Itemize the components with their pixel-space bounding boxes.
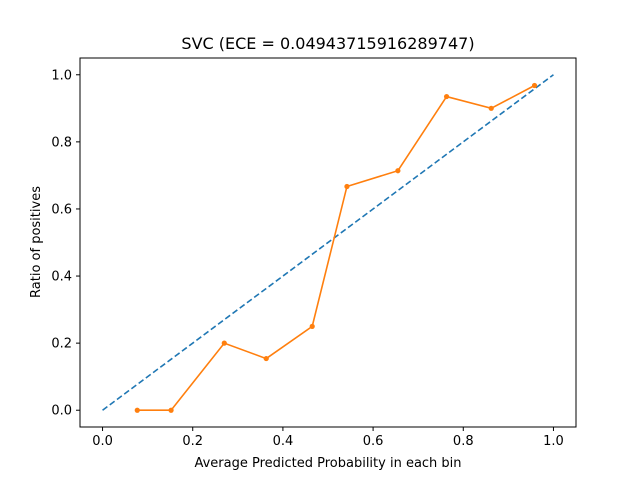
y-tick-label: 0.8: [51, 135, 72, 150]
y-axis-ticks: 0.0 0.2 0.4 0.6 0.8 1.0: [51, 68, 80, 419]
x-axis-ticks: 0.0 0.2 0.4 0.6 0.8 1.0: [92, 427, 564, 449]
series-layer: [102, 74, 554, 413]
x-tick-label: 0.4: [273, 434, 294, 449]
calibration-point: [531, 82, 538, 89]
x-tick-label: 0.0: [92, 434, 113, 449]
y-tick-label: 0.4: [51, 270, 72, 285]
calibration-point: [344, 183, 350, 190]
perfect-calibration-line: [102, 74, 554, 411]
calibration-point: [263, 355, 269, 362]
calibration-point: [134, 407, 140, 413]
x-tick-label: 0.2: [182, 434, 203, 449]
calibration-point: [221, 340, 227, 346]
calibration-point: [309, 323, 315, 329]
x-tick-label: 1.0: [543, 434, 564, 449]
x-tick-label: 0.8: [453, 434, 474, 449]
calibration-curve-line: [137, 84, 535, 412]
calibration-point: [443, 93, 450, 100]
plot-area-frame: [79, 57, 577, 428]
y-axis-label: Ratio of positives: [29, 186, 44, 298]
y-tick-label: 0.0: [51, 404, 72, 419]
chart-title: SVC (ECE = 0.04943715916289747): [181, 34, 474, 53]
y-tick-label: 0.2: [51, 337, 72, 352]
calibration-point: [395, 168, 401, 174]
x-axis-label: Average Predicted Probability in each bi…: [194, 456, 461, 471]
calibration-point: [488, 105, 494, 111]
x-tick-label: 0.6: [363, 434, 384, 449]
calibration-point: [168, 407, 174, 413]
y-tick-label: 1.0: [51, 68, 72, 83]
y-tick-label: 0.6: [51, 202, 72, 217]
